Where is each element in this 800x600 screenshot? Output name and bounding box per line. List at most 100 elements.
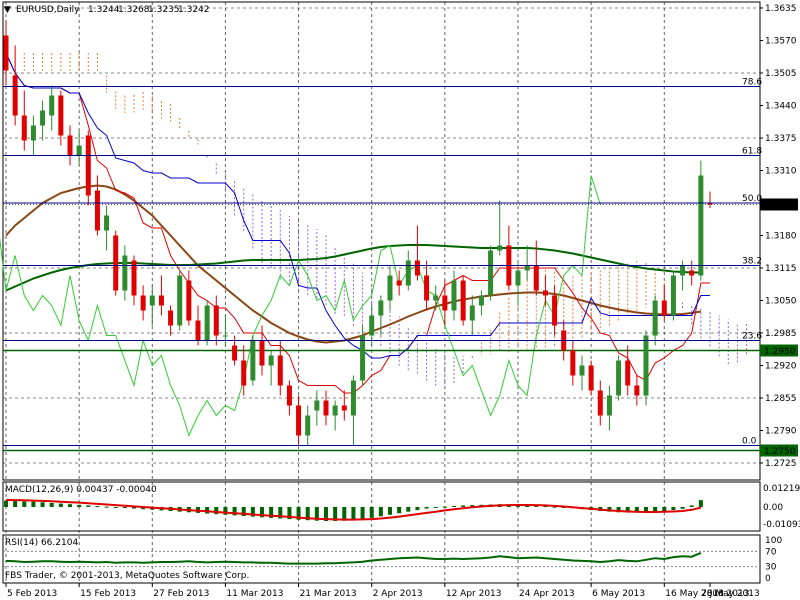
macd-histogram-bar [77, 504, 82, 507]
macd-histogram-bar [634, 506, 639, 513]
candle-body [579, 365, 585, 376]
candle-body [707, 203, 713, 205]
macd-histogram-bar [214, 506, 219, 515]
rsi-y-label: 70 [765, 547, 777, 557]
macd-histogram-bar [698, 500, 703, 507]
candle-body [195, 320, 201, 341]
x-tick-label: 6 May 2013 [592, 589, 645, 599]
macd-histogram-bar [397, 506, 402, 514]
y-tick-label: 1.3180 [765, 232, 797, 242]
candle-body [186, 280, 192, 321]
macd-histogram-bar [232, 506, 237, 516]
candle-body [387, 275, 393, 301]
candle-body [332, 405, 338, 416]
candle-body [689, 270, 695, 276]
macd-histogram-bar [351, 506, 356, 521]
fib-label: 38.2 [742, 257, 762, 267]
candle-body [241, 360, 247, 386]
candle-body [94, 190, 100, 231]
macd-histogram-bar [342, 506, 347, 521]
header-triangle-icon[interactable]: ▼ [4, 5, 11, 15]
candle-body [616, 360, 622, 396]
y-tick-label: 1.2725 [765, 459, 797, 469]
candle-body [259, 340, 265, 366]
macd-histogram-bar [369, 506, 374, 518]
y-tick-label: 1.3505 [765, 69, 797, 79]
fibonacci-levels: 78.6 61.8 50.0 38.2 23.6 0.0 [3, 78, 762, 447]
x-tick-label: 15 Feb 2013 [80, 589, 136, 599]
macd-histogram-bar [333, 506, 338, 521]
macd-histogram-bar [4, 500, 8, 507]
price-tag-label: 1.2950 [764, 347, 796, 357]
ma-green-line [5, 244, 701, 292]
candle-body [204, 305, 210, 341]
candle-body [442, 295, 448, 311]
macd-histogram-bar [543, 506, 548, 508]
macd-histogram-bar [324, 506, 328, 521]
y-tick-label: 1.2920 [765, 362, 797, 372]
candle-body [3, 35, 9, 71]
price-tag-label: 1.3242 [764, 201, 796, 211]
candle-body [488, 250, 494, 296]
candle-body [149, 295, 155, 306]
candle-body [158, 295, 164, 306]
macd-histogram-bar [644, 506, 648, 513]
candle-body [533, 265, 539, 291]
candle-body [515, 270, 521, 286]
macd-histogram-bar [415, 506, 420, 511]
macd-y-label: -0.01093 [763, 520, 800, 530]
candle-body [350, 380, 356, 416]
candle-body [277, 355, 283, 386]
candle-body [131, 260, 137, 296]
ma-brown-line [5, 184, 702, 344]
candle-body [552, 295, 558, 326]
copyright-text: FBS Trader, © 2001-2013, MetaQuotes Soft… [5, 571, 249, 581]
macd-histogram-bar [433, 506, 438, 508]
macd-histogram-bar [662, 506, 667, 512]
macd-histogram-bar [534, 505, 539, 507]
macd-histogram-bar [442, 506, 447, 508]
price-tag [760, 344, 798, 357]
candle-body [323, 400, 329, 416]
macd-histogram-bar [95, 506, 100, 508]
candle-body [469, 305, 475, 321]
candle-body [360, 335, 366, 381]
macd-histogram-bar [305, 506, 310, 521]
candle-body [113, 235, 119, 291]
rsi-label: RSI(14) 66.2104 [5, 538, 78, 548]
candle-body [250, 340, 256, 381]
macd-histogram-bar [122, 506, 127, 508]
indicator-lines [0, 52, 760, 452]
candle-body [378, 300, 384, 316]
candle-body [414, 260, 420, 276]
macd-histogram-bar [470, 505, 475, 507]
candle-body [588, 365, 594, 391]
price-tag-label: 1.2750 [764, 447, 796, 457]
header-high: 1.3268 [118, 5, 150, 15]
macd-histogram-bar [552, 506, 557, 508]
candle-body [542, 290, 548, 296]
macd-histogram-bar [250, 506, 255, 517]
macd-histogram-bar [452, 506, 456, 508]
candle-body [12, 75, 18, 116]
candle-body [405, 260, 411, 286]
y-tick-label: 1.2855 [765, 394, 797, 404]
x-tick-label: 5 Feb 2013 [7, 589, 57, 599]
candle-body [67, 135, 73, 156]
macd-histogram-bar [241, 506, 246, 517]
x-tick-label: 2 Apr 2013 [373, 589, 423, 599]
chikou-line [0, 175, 601, 437]
x-tick-label: 7 Jun 2013 [701, 589, 749, 599]
candle-body [597, 390, 603, 416]
y-tick-label: 1.3570 [765, 37, 797, 47]
x-tick-label: 28 May 2013 [701, 589, 760, 599]
macd-histogram-bar [296, 506, 301, 520]
tenkan-line [5, 52, 710, 394]
rsi-line [5, 551, 702, 565]
fib-label: 23.6 [742, 332, 762, 342]
macd-panel-frame [2, 481, 761, 532]
candle-body [104, 215, 110, 231]
candle-body [30, 125, 36, 141]
macd-histogram-bar [278, 506, 283, 519]
